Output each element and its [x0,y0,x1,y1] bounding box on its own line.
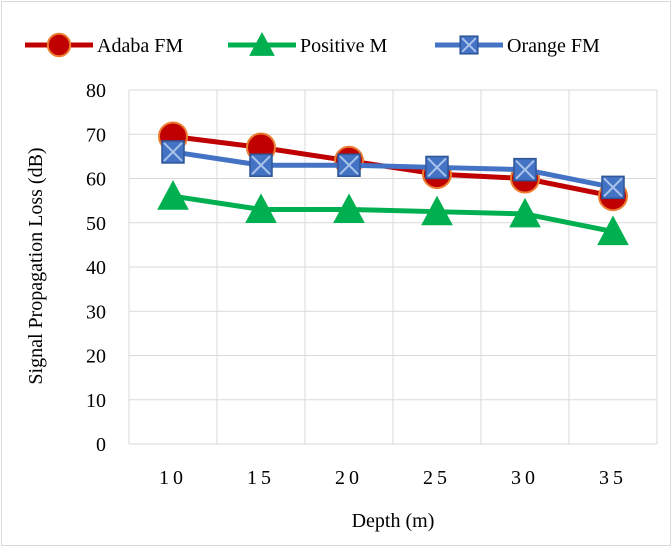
y-axis-ticks: 0 10 20 30 40 50 60 70 80 [86,80,106,456]
data-point [459,35,479,55]
x-tick-label: 20 [335,467,363,489]
data-point [249,31,275,56]
y-tick-label: 70 [86,124,106,146]
legend-item: Positive M [228,31,387,57]
legend-item: Adaba FM [25,32,183,58]
x-tick-label: 25 [423,467,451,489]
data-point [421,195,453,226]
data-point [245,193,277,223]
y-tick-label: 60 [86,169,106,191]
x-tick-label: 10 [159,467,187,489]
data-point [597,215,629,246]
data-point [337,153,361,177]
data-point [46,32,72,58]
y-tick-label: 80 [86,80,106,102]
x-axis-title: Depth (m) [352,510,435,532]
data-point [333,193,365,223]
x-axis-ticks: 10 15 20 25 30 35 [159,467,627,489]
series-line [172,193,614,235]
series-group [157,121,629,246]
data-point [509,197,541,228]
y-tick-label: 50 [86,213,106,235]
data-point [249,153,273,177]
series-orange-fm [161,140,625,200]
legend-item: Orange FM [435,35,600,57]
data-point [161,140,185,164]
y-tick-label: 0 [96,434,106,456]
y-tick-label: 20 [86,346,106,368]
data-point [513,157,537,182]
x-tick-label: 30 [511,467,539,489]
legend-label: Orange FM [507,35,600,57]
data-point [157,180,189,210]
x-tick-label: 15 [247,467,275,489]
data-point [601,175,625,200]
series-positive-m [157,180,629,246]
data-point [425,155,449,180]
legend-label: Adaba FM [97,35,183,57]
y-tick-label: 40 [86,257,106,279]
y-tick-label: 10 [86,390,106,412]
legend-label: Positive M [300,35,387,57]
y-axis-title: Signal Propagation Loss (dB) [25,147,47,384]
series-line [172,149,614,190]
legend: Adaba FM Positive M Orange FM [25,31,600,58]
y-tick-label: 30 [86,301,106,323]
x-tick-label: 35 [599,467,627,489]
